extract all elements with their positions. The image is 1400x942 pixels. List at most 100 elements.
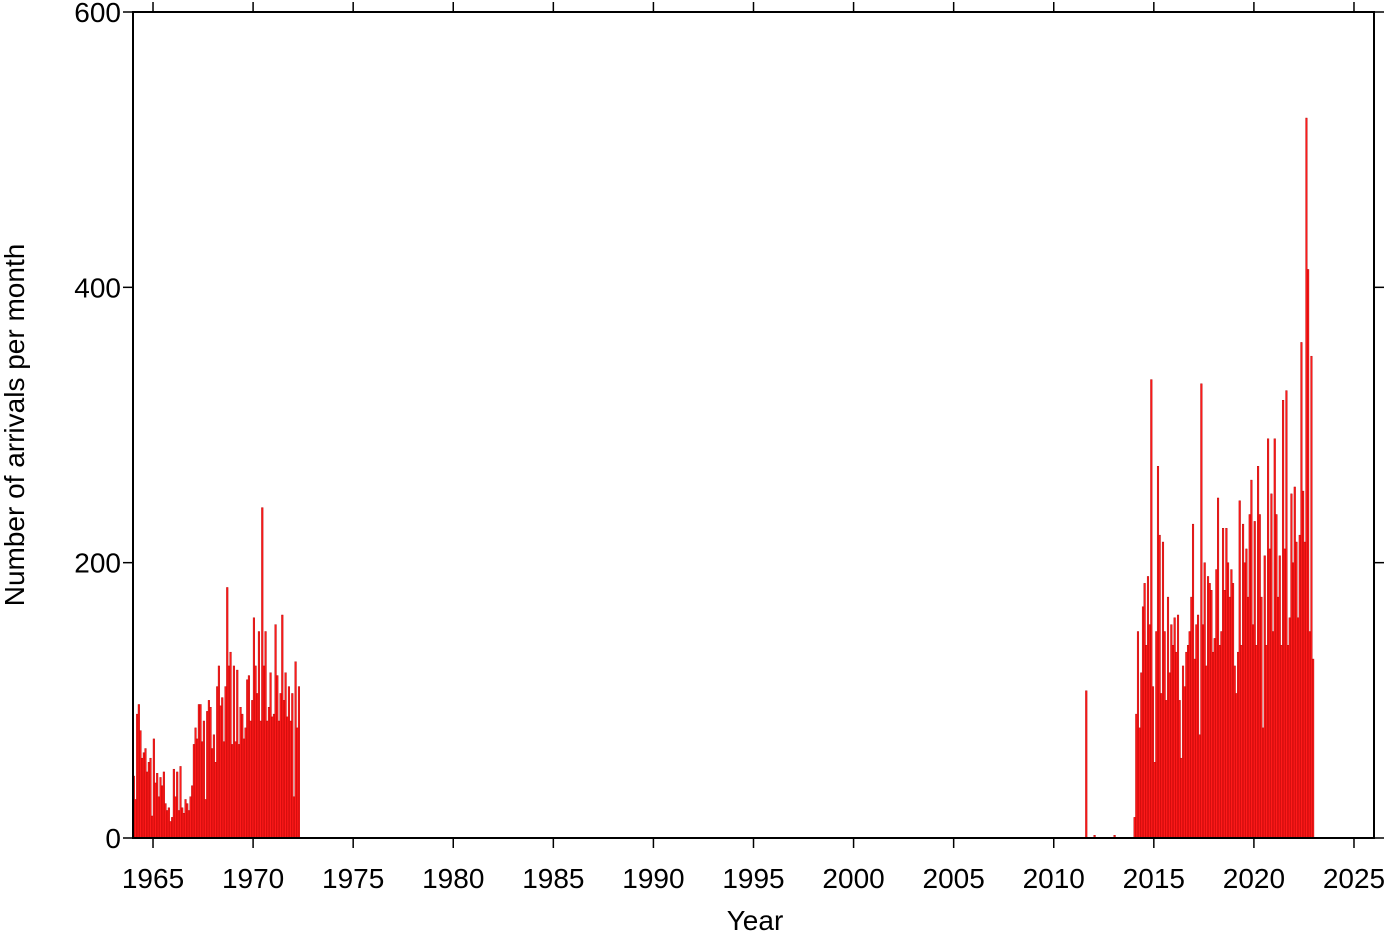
bar xyxy=(176,771,179,839)
bar xyxy=(1230,569,1233,839)
bar xyxy=(1205,665,1208,839)
bar xyxy=(1225,528,1228,839)
bar xyxy=(156,773,159,839)
x-tick-label: 2010 xyxy=(1023,863,1085,894)
y-axis-label: Number of arrivals per month xyxy=(0,244,30,607)
bar xyxy=(1312,658,1315,839)
bar xyxy=(242,738,245,839)
bar xyxy=(291,693,294,839)
bar xyxy=(1242,523,1245,839)
bar xyxy=(169,821,172,839)
bar xyxy=(1218,645,1221,839)
bar xyxy=(1262,727,1265,839)
bar xyxy=(151,815,154,839)
bar xyxy=(1223,590,1226,839)
bar xyxy=(1270,493,1273,839)
bar xyxy=(1145,645,1148,839)
bar xyxy=(149,757,152,839)
x-tick-label: 2020 xyxy=(1223,863,1285,894)
bar xyxy=(297,686,301,839)
bar xyxy=(1257,466,1260,839)
plot-frame xyxy=(132,11,1375,839)
bar xyxy=(246,679,249,839)
bar xyxy=(266,720,269,839)
bar xyxy=(211,748,214,839)
bar xyxy=(1138,727,1141,839)
bar xyxy=(286,716,289,839)
bar xyxy=(214,762,217,839)
bar xyxy=(1212,651,1215,839)
bar xyxy=(1227,562,1230,839)
x-axis-label: Year xyxy=(727,905,784,936)
bar xyxy=(1238,500,1241,839)
bar xyxy=(1253,521,1256,839)
bar xyxy=(1207,576,1210,839)
bar xyxy=(1173,617,1176,839)
bar xyxy=(1198,734,1201,839)
bar xyxy=(276,675,279,839)
bar xyxy=(1133,817,1136,839)
bar xyxy=(1277,596,1280,839)
bar xyxy=(217,665,220,839)
bar xyxy=(1268,548,1271,839)
x-tick-label: 2015 xyxy=(1123,863,1185,894)
bar xyxy=(262,665,265,839)
bar xyxy=(1213,638,1216,839)
x-tick-label: 1980 xyxy=(422,863,484,894)
y-tick-label: 400 xyxy=(74,272,121,303)
bar xyxy=(1273,438,1276,839)
bar xyxy=(1303,541,1306,839)
bar xyxy=(1248,514,1251,839)
bar xyxy=(222,741,225,839)
bar xyxy=(1295,541,1298,839)
bar xyxy=(1307,269,1310,839)
bar xyxy=(182,813,185,839)
bar xyxy=(221,697,224,839)
bar xyxy=(1176,614,1180,839)
bar xyxy=(1200,383,1203,839)
bar xyxy=(179,766,182,839)
bar xyxy=(274,624,277,839)
bar xyxy=(229,651,232,839)
bar xyxy=(1186,645,1190,839)
bar xyxy=(244,727,247,839)
bar xyxy=(184,799,187,839)
bar xyxy=(1310,355,1313,839)
bar xyxy=(1146,576,1150,839)
bar xyxy=(1297,617,1300,839)
bar xyxy=(256,693,259,839)
bar xyxy=(186,803,189,839)
bar xyxy=(161,785,164,839)
bar xyxy=(1217,497,1220,839)
bar xyxy=(294,661,297,839)
x-tick-label: 2005 xyxy=(923,863,985,894)
bar xyxy=(1203,562,1206,839)
y-tick-label: 0 xyxy=(105,823,121,854)
bar xyxy=(134,799,137,839)
bar xyxy=(237,744,240,839)
bar xyxy=(1258,514,1261,839)
bar xyxy=(1153,762,1156,839)
bar xyxy=(1243,562,1246,839)
bar xyxy=(174,796,177,839)
bar xyxy=(1188,631,1191,839)
bar xyxy=(159,777,162,839)
bar xyxy=(1250,479,1253,839)
bar xyxy=(1222,528,1225,839)
bar xyxy=(1185,651,1188,839)
bar xyxy=(1272,631,1275,839)
bar xyxy=(1165,700,1168,839)
bar xyxy=(267,707,270,839)
bar xyxy=(139,730,142,839)
bar xyxy=(252,617,255,839)
bar xyxy=(162,771,165,839)
bar xyxy=(141,757,144,839)
bar xyxy=(236,669,239,839)
bar xyxy=(1141,606,1145,839)
bar xyxy=(1283,548,1286,839)
bar xyxy=(212,734,215,839)
bar xyxy=(1135,713,1138,839)
bar xyxy=(277,720,280,839)
bar xyxy=(1237,651,1240,839)
